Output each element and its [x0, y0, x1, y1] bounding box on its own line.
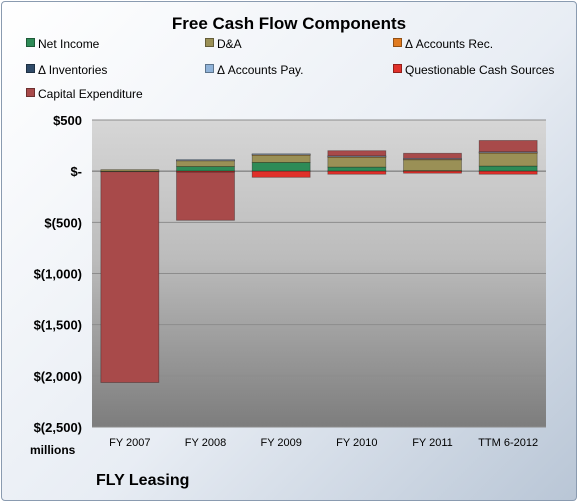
- legend-label: Δ Accounts Pay.: [217, 63, 304, 77]
- bar-segment: [176, 160, 235, 167]
- x-tick-label: FY 2007: [109, 437, 150, 449]
- y-tick-label: $(2,000): [34, 369, 82, 384]
- bar-segment: [327, 150, 387, 157]
- bar-segment: [251, 153, 311, 156]
- bar-segment: [478, 165, 538, 172]
- bar-segment: [403, 158, 462, 172]
- legend-label: Δ Accounts Rec.: [405, 37, 494, 51]
- legend-swatch: [205, 64, 214, 73]
- bar-segment: [251, 162, 311, 172]
- bar-segment: [478, 170, 538, 175]
- legend-label: D&A: [217, 37, 242, 51]
- bar-segment: [100, 169, 160, 172]
- bar-segment: [251, 154, 311, 163]
- company-name: FLY Leasing: [96, 472, 190, 489]
- bar-segment: [327, 170, 387, 175]
- legend-entry: Δ Accounts Pay.: [205, 63, 304, 77]
- bar-segment: [251, 170, 311, 178]
- bar-segment: [403, 170, 462, 174]
- legend-entry: Questionable Cash Sources: [393, 63, 554, 77]
- units-label: millions: [30, 443, 76, 457]
- bar-segment: [327, 166, 387, 172]
- legend-label: Δ Inventories: [38, 63, 108, 77]
- bar-segment: [176, 166, 235, 172]
- legend-swatch: [26, 88, 35, 97]
- x-tick-label: FY 2009: [260, 437, 301, 449]
- chart-title: Free Cash Flow Components: [171, 14, 407, 33]
- x-tick-label: FY 2008: [185, 437, 226, 449]
- legend-swatch: [26, 38, 35, 47]
- legend-swatch: [205, 38, 214, 47]
- legend-entry: Net Income: [26, 37, 99, 51]
- legend-entry: Δ Accounts Rec.: [393, 37, 493, 51]
- legend-entry: Δ Inventories: [26, 63, 107, 77]
- bar-segment: [176, 159, 235, 162]
- bar-segment: [100, 171, 160, 383]
- y-tick-label: $(1,000): [34, 267, 82, 282]
- bar-segment: [478, 152, 538, 167]
- x-tick-label: FY 2010: [336, 437, 377, 449]
- bar-segment: [327, 156, 387, 168]
- bar-segment: [478, 140, 538, 153]
- y-tick-label: $(500): [44, 215, 82, 230]
- bar-segment: [403, 152, 462, 159]
- y-tick-label: $(1,500): [34, 318, 82, 333]
- y-tick-label: $(2,500): [34, 420, 82, 435]
- legend-entry: Capital Expenditure: [26, 87, 143, 101]
- legend-label: Net Income: [38, 37, 100, 51]
- legend-swatch: [393, 38, 402, 47]
- legend-swatch: [26, 64, 35, 73]
- legend-swatch: [393, 64, 402, 73]
- y-tick-label: $-: [70, 164, 82, 179]
- x-tick-label: FY 2011: [412, 437, 453, 449]
- legend-label: Capital Expenditure: [38, 87, 143, 101]
- legend-entry: D&A: [205, 37, 242, 51]
- y-tick-label: $500: [53, 113, 82, 128]
- x-tick-label: TTM 6-2012: [478, 437, 538, 449]
- bar-segment: [176, 171, 235, 221]
- legend-label: Questionable Cash Sources: [405, 63, 555, 77]
